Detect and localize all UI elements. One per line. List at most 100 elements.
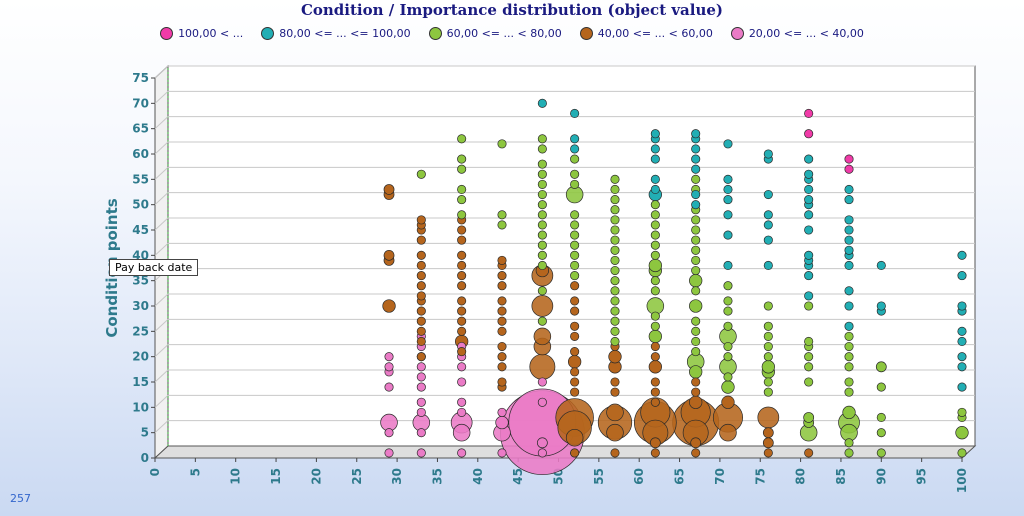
data-point: [497, 341, 507, 352]
data-point: [723, 139, 733, 149]
y-tick-label: 75: [132, 71, 149, 85]
data-point: [570, 321, 580, 331]
data-point: [497, 362, 507, 372]
legend-label: 40,00 <= ... < 60,00: [597, 27, 713, 40]
data-point: [804, 377, 814, 387]
data-point: [457, 260, 467, 271]
data-point: [691, 174, 701, 184]
y-tick-label: 15: [132, 375, 149, 389]
x-tick-label: 30: [390, 468, 404, 485]
data-point: [570, 240, 580, 250]
data-point: [844, 164, 854, 174]
data-point: [804, 210, 814, 220]
legend-item: 80,00 <= ... <= 100,00: [261, 27, 411, 40]
data-point: [497, 271, 507, 281]
data-point: [763, 341, 773, 352]
data-point: [610, 306, 620, 316]
data-point: [457, 326, 467, 336]
data-point: [650, 352, 660, 362]
data-point: [875, 361, 887, 373]
data-point: [723, 260, 733, 271]
data-point: [536, 437, 548, 449]
x-tick-label: 20: [309, 468, 323, 485]
grid-line: [154, 369, 169, 383]
data-point: [723, 352, 733, 362]
data-point: [457, 210, 467, 220]
data-point: [721, 380, 735, 394]
data-point: [457, 347, 467, 357]
data-point: [804, 154, 814, 164]
data-point: [610, 448, 620, 458]
data-point: [804, 448, 814, 458]
data-point: [691, 154, 701, 164]
x-tick-label: 0: [148, 468, 162, 476]
data-point: [497, 316, 507, 326]
data-point: [763, 352, 773, 362]
data-point: [650, 286, 660, 296]
data-point: [723, 372, 733, 382]
data-point: [570, 377, 580, 387]
data-point: [691, 336, 701, 347]
data-point: [844, 331, 854, 341]
data-point: [957, 271, 967, 281]
data-point: [876, 382, 886, 392]
data-point: [723, 341, 733, 352]
data-point: [570, 220, 580, 230]
data-point: [804, 301, 814, 311]
chart-title: Condition / Importance distribution (obj…: [300, 1, 724, 19]
data-point: [957, 326, 967, 336]
y-tick-label: 20: [132, 350, 149, 364]
data-point: [610, 286, 620, 296]
y-tick-label: 60: [132, 147, 149, 161]
data-point: [457, 195, 467, 205]
legend-label: 60,00 <= ... < 80,00: [446, 27, 562, 40]
data-point: [691, 255, 701, 265]
data-point: [804, 195, 814, 205]
data-point: [763, 387, 773, 397]
data-point: [537, 200, 547, 210]
data-point: [537, 448, 547, 458]
data-point: [457, 296, 467, 306]
data-point: [531, 295, 554, 317]
data-point: [416, 336, 426, 347]
grid-line: [154, 318, 169, 332]
data-point: [723, 230, 733, 240]
legend-swatch: [730, 27, 744, 40]
data-point: [804, 336, 814, 347]
y-tick-label: 40: [132, 248, 149, 262]
data-point: [721, 395, 735, 409]
data-point: [762, 437, 774, 449]
data-point: [763, 331, 773, 341]
data-point: [570, 250, 580, 260]
grid-line: [154, 141, 169, 155]
data-point: [957, 352, 967, 362]
data-point: [570, 179, 580, 189]
data-point: [689, 299, 703, 313]
data-point: [416, 260, 426, 271]
y-tick-label: 0: [141, 451, 149, 465]
data-point: [497, 306, 507, 316]
grid-line: [154, 344, 169, 358]
data-point: [570, 331, 580, 341]
data-point: [691, 144, 701, 154]
data-point: [757, 406, 780, 429]
data-point: [650, 250, 660, 260]
data-point: [610, 326, 620, 336]
data-point: [497, 210, 507, 220]
data-point: [844, 195, 854, 205]
data-point: [537, 159, 547, 169]
data-point: [955, 426, 969, 440]
data-point: [844, 377, 854, 387]
x-tick-label: 15: [269, 468, 283, 485]
data-point: [723, 174, 733, 184]
data-point: [570, 230, 580, 240]
legend-swatch: [261, 27, 275, 40]
data-point: [650, 341, 660, 352]
data-point: [648, 360, 662, 374]
data-point: [416, 372, 426, 382]
data-point: [416, 291, 426, 301]
data-point: [610, 316, 620, 326]
data-point: [416, 281, 426, 291]
data-point: [804, 108, 814, 119]
